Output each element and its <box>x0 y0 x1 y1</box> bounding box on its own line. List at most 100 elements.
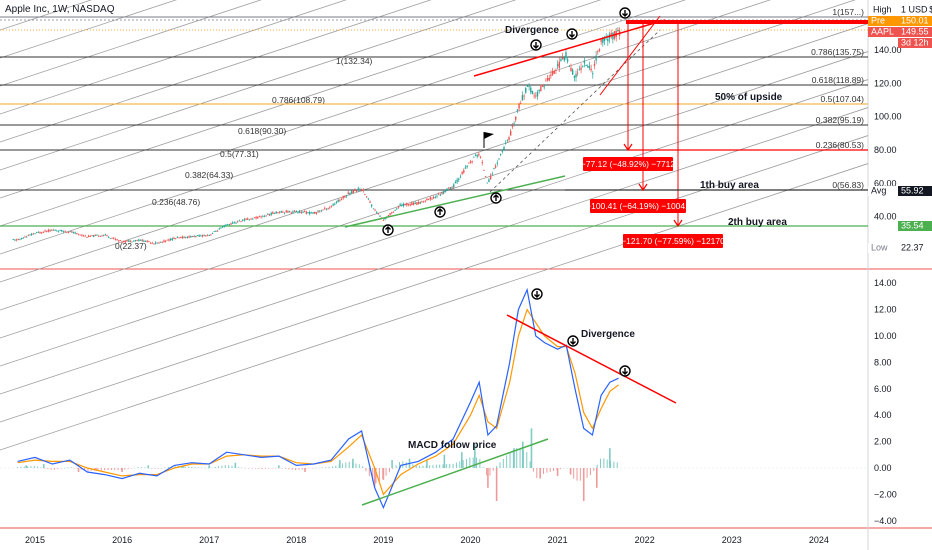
fib-channel-line <box>0 79 869 367</box>
candle-body <box>139 240 142 241</box>
candle-body <box>29 234 31 236</box>
macd-histogram-bar <box>566 468 568 469</box>
candle-body <box>265 215 267 217</box>
candle-body <box>535 95 537 97</box>
tag-countdown: 3d 12h <box>901 38 929 48</box>
macd-histogram-bar <box>496 465 498 468</box>
candle-body <box>164 240 167 242</box>
macd-histogram-bar <box>258 468 260 469</box>
macd-histogram-bar <box>208 465 210 468</box>
candle-body <box>570 67 572 72</box>
macd-histogram-bar <box>308 468 310 469</box>
macd-histogram-bar <box>609 448 611 468</box>
candle-body <box>303 211 306 213</box>
candle-body <box>255 216 257 219</box>
macd-histogram-bar <box>147 465 150 468</box>
buy-area-1-label: 1th buy area <box>700 180 759 191</box>
candle-body <box>270 212 272 215</box>
candle-body <box>369 201 371 203</box>
fib-horizontal-label: 0.382(95.19) <box>816 115 864 125</box>
candle-body <box>302 211 304 213</box>
macd-histogram-bar <box>151 468 153 469</box>
candle-body <box>46 231 48 232</box>
candle-body <box>372 208 375 210</box>
macd-histogram-bar <box>328 467 330 468</box>
candle-body <box>250 218 252 220</box>
candle-body <box>593 63 596 66</box>
macd-histogram-bar <box>137 467 139 468</box>
candle-body <box>216 230 219 232</box>
tag-symbol-value: 149.55 <box>901 27 929 37</box>
candle-body <box>293 210 296 212</box>
candle-body <box>151 242 153 244</box>
fib-channel-line <box>0 135 869 423</box>
flag-icon <box>484 132 494 139</box>
candle-body <box>499 154 502 155</box>
candle-body <box>295 210 297 212</box>
macd-histogram-bar <box>556 468 559 476</box>
macd-histogram-bar <box>486 468 488 476</box>
candle-body <box>360 189 363 190</box>
macd-histogram-bar <box>80 468 82 470</box>
candle-body <box>267 213 269 215</box>
candle-body <box>181 236 184 239</box>
candle-body <box>44 230 46 232</box>
macd-histogram-bar <box>248 468 250 469</box>
candle-body <box>206 235 209 237</box>
macd-histogram-bar <box>278 465 280 468</box>
macd-histogram-bar <box>104 468 106 471</box>
macd-histogram-bar <box>355 463 357 468</box>
macd-histogram-bar <box>553 468 555 472</box>
macd-histogram-bar <box>569 468 571 474</box>
macd-histogram-bar <box>563 467 565 469</box>
candle-body <box>69 231 71 232</box>
candle-body <box>243 219 246 221</box>
candle-body <box>37 232 40 234</box>
candle-body <box>607 38 609 42</box>
arrow-down-icon <box>622 10 628 17</box>
macd-histogram-bar <box>435 464 437 468</box>
candle-body <box>141 239 143 241</box>
macd-histogram-bar <box>419 465 421 468</box>
candle-body <box>114 238 117 240</box>
candle-body <box>437 193 440 195</box>
candle-body <box>501 151 504 152</box>
candle-body <box>126 240 128 242</box>
macd-histogram-bar <box>87 468 89 472</box>
candle-body <box>193 236 195 238</box>
macd-histogram-bar <box>582 468 585 501</box>
candle-body <box>128 240 130 242</box>
candle-body <box>64 230 66 232</box>
macd-histogram-bar <box>40 467 42 468</box>
macd-histogram-bar <box>358 464 360 468</box>
macd-histogram-bar <box>348 461 350 468</box>
candle-body <box>92 235 95 237</box>
macd-histogram-bar <box>443 454 446 468</box>
macd-tick-label: −4.00 <box>874 516 897 526</box>
macd-histogram-bar <box>305 468 307 469</box>
macd-uptrend-line <box>361 438 549 506</box>
macd-histogram-bar <box>204 467 206 469</box>
candle-body <box>466 165 468 167</box>
candle-body <box>57 231 60 233</box>
candle-body <box>377 213 380 215</box>
candle-body <box>525 87 527 93</box>
candle-body <box>540 86 542 91</box>
macd-histogram-bar <box>311 468 313 469</box>
candle-body <box>42 231 45 233</box>
macd-top-marker <box>619 365 631 377</box>
candle-body <box>414 202 416 204</box>
arrow-up-icon <box>493 194 499 201</box>
candle-body <box>285 210 287 213</box>
macd-histogram-bar <box>42 464 45 468</box>
macd-histogram-bar <box>47 468 49 469</box>
macd-histogram-bar <box>452 463 454 468</box>
candle-body <box>190 235 192 238</box>
macd-histogram-bar <box>161 468 163 469</box>
candle-body <box>476 154 478 157</box>
macd-histogram-bar <box>368 468 370 477</box>
price-low-marker <box>434 206 446 218</box>
candle-body <box>233 222 236 224</box>
macd-histogram-bar <box>84 468 86 471</box>
candle-body <box>580 67 582 70</box>
